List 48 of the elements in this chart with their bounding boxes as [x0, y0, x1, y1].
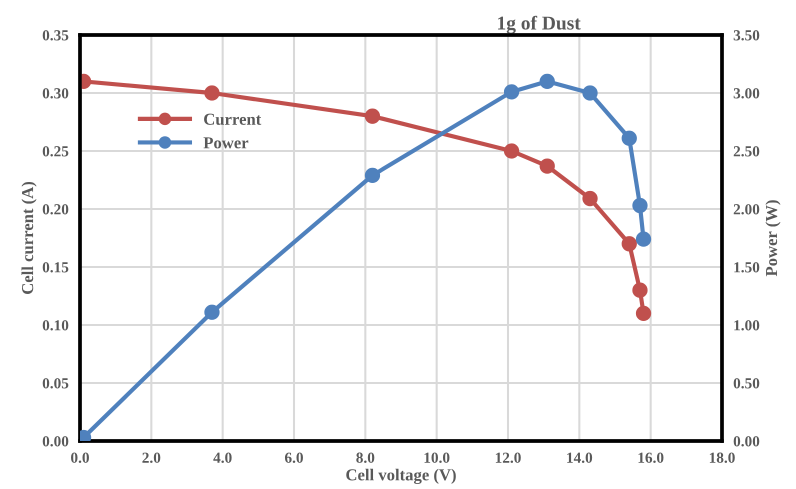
legend-label: Power [204, 137, 248, 148]
point [622, 130, 637, 146]
y-axis-title: Cell current (A) [21, 182, 37, 294]
y2-tick-label: 0.00 [734, 436, 760, 447]
x-tick-label: 2.0 [142, 452, 160, 463]
point [504, 84, 520, 100]
x-tick-label: 14.0 [567, 452, 592, 463]
point [636, 306, 652, 322]
y2-axis-title: Power (W) [765, 200, 781, 276]
point [364, 168, 380, 183]
point [582, 190, 598, 206]
chart-title: 1g of Dust [498, 16, 581, 34]
y2-tick-label: 1.50 [734, 262, 760, 273]
y2-tick-label: 0.50 [734, 378, 760, 389]
y2-tick-label: 1.00 [734, 320, 760, 331]
y-tick-label: 0.10 [42, 320, 68, 331]
x-axis-title: Cell voltage (V) [346, 468, 456, 484]
point [632, 198, 648, 214]
y2-tick-label: 2.50 [734, 146, 760, 157]
point [204, 85, 220, 101]
point [632, 282, 648, 298]
y-tick-label: 0.00 [42, 436, 68, 447]
y-tick-label: 0.30 [42, 88, 68, 99]
y-tick-label: 0.15 [42, 262, 68, 273]
point [582, 85, 598, 101]
x-tick-label: 8.0 [356, 452, 374, 463]
y-tick-label: 0.25 [42, 146, 68, 157]
y-tick-label: 0.20 [42, 204, 68, 215]
y2-tick-label: 3.50 [734, 30, 760, 41]
point [540, 74, 555, 90]
point [204, 304, 220, 320]
x-tick-label: 6.0 [284, 452, 303, 463]
x-tick-label: 4.0 [213, 452, 232, 463]
y2-tick-label: 3.00 [734, 88, 760, 99]
point [636, 232, 652, 247]
x-tick-label: 0.0 [71, 452, 89, 463]
y-tick-label: 0.05 [42, 378, 68, 389]
point [622, 236, 637, 252]
point [364, 108, 380, 124]
legend-label: Current [204, 114, 262, 125]
x-tick-label: 18.0 [710, 452, 735, 463]
x-tick-label: 10.0 [424, 452, 450, 463]
x-tick-label: 16.0 [638, 452, 664, 463]
point [540, 158, 555, 174]
point [504, 143, 520, 159]
y2-tick-label: 2.00 [734, 204, 760, 215]
y-tick-label: 0.35 [42, 30, 68, 41]
x-tick-label: 12.0 [496, 452, 521, 463]
